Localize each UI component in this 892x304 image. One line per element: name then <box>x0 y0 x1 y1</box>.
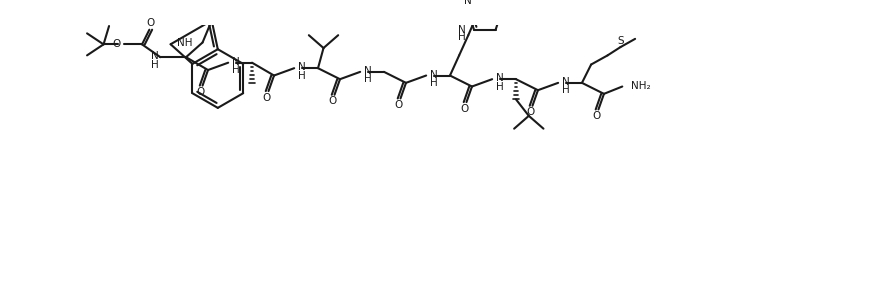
Text: N: N <box>464 0 471 6</box>
Text: N: N <box>562 77 570 87</box>
Text: N: N <box>298 62 306 72</box>
Text: H: H <box>562 85 570 95</box>
Text: O: O <box>328 96 337 106</box>
Text: O: O <box>146 18 154 28</box>
Text: N: N <box>458 25 466 35</box>
Text: O: O <box>592 111 600 121</box>
Text: S: S <box>617 36 624 46</box>
Text: H: H <box>232 65 240 75</box>
Text: O: O <box>112 39 121 49</box>
Text: N: N <box>364 66 372 76</box>
Text: N: N <box>496 73 504 83</box>
Text: H: H <box>458 32 466 42</box>
Text: O: O <box>262 92 271 102</box>
Text: O: O <box>460 104 469 113</box>
Text: N: N <box>232 57 240 67</box>
Text: N: N <box>151 51 159 61</box>
Text: O: O <box>526 107 535 117</box>
Text: H: H <box>430 78 438 88</box>
Text: H: H <box>151 60 159 70</box>
Text: N: N <box>430 70 438 80</box>
Text: H: H <box>496 81 504 92</box>
Text: H: H <box>298 71 306 81</box>
Text: H: H <box>364 74 372 84</box>
Text: O: O <box>394 100 403 110</box>
Text: O: O <box>196 87 205 97</box>
Text: NH₂: NH₂ <box>632 81 651 91</box>
Text: NH: NH <box>177 38 193 48</box>
